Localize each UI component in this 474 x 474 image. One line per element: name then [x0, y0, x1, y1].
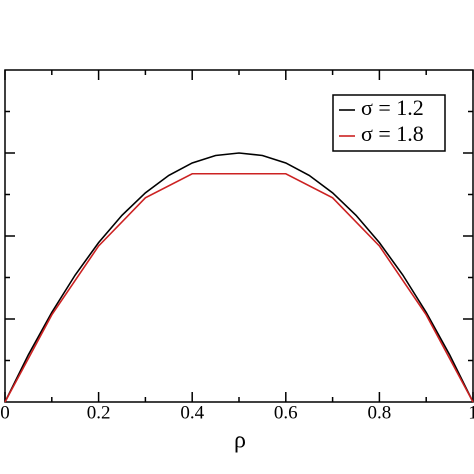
- series-line: [4, 172, 474, 403]
- legend-label: σ = 1.8: [361, 121, 424, 146]
- x-tick-label: 1: [468, 402, 474, 423]
- x-tick-label: 0.2: [87, 402, 111, 423]
- x-tick-label: 0.8: [368, 402, 392, 423]
- legend-box: [332, 94, 446, 152]
- series-line: [4, 152, 474, 403]
- x-tick-label: 0.6: [274, 402, 298, 423]
- x-tick-label: 0.4: [180, 402, 204, 423]
- legend-label: σ = 1.2: [361, 95, 424, 120]
- x-axis-label: ρ: [234, 428, 246, 454]
- x-tick-label: 0: [0, 402, 10, 423]
